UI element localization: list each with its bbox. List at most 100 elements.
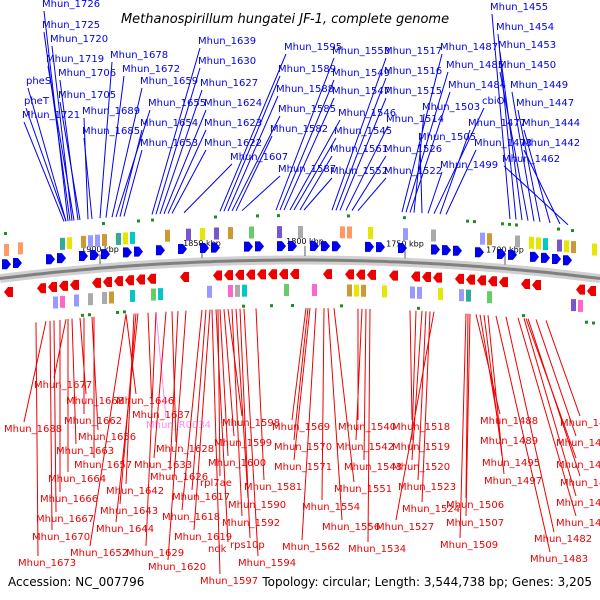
reverse-leader-line xyxy=(79,317,87,395)
reverse-leader-line xyxy=(231,308,243,517)
reverse-feature-block xyxy=(102,292,107,305)
forward-gene-label: Mhun_1672 xyxy=(122,64,180,75)
forward-feature-block xyxy=(431,229,436,242)
forward-feature-block xyxy=(81,235,86,248)
forward-marker xyxy=(501,222,504,226)
forward-leader-line xyxy=(275,57,335,211)
forward-leader-line xyxy=(491,13,511,220)
forward-gene-label: Mhun_1653 xyxy=(140,138,198,149)
reverse-gene-arrow xyxy=(279,269,288,280)
reverse-gene-arrow xyxy=(411,271,420,282)
reverse-gene-label: Mhun_1520 xyxy=(392,462,450,473)
forward-gene-arrow xyxy=(90,250,99,261)
forward-leader-line xyxy=(357,177,387,212)
reverse-gene-label: Mhun_1488 xyxy=(480,416,538,427)
reverse-gene-label: Mhun_1590 xyxy=(228,500,286,511)
reverse-gene-arrow xyxy=(433,272,442,283)
reverse-gene-label: Mhun_1657 xyxy=(74,460,132,471)
reverse-gene-label: Mhun_1542 xyxy=(336,442,394,453)
forward-gene-arrow xyxy=(79,251,88,262)
forward-leader-line xyxy=(227,95,279,212)
forward-feature-block xyxy=(557,239,562,252)
reverse-feature-block xyxy=(312,284,317,297)
reverse-gene-arrow xyxy=(576,284,585,295)
reverse-leader-line xyxy=(495,315,551,553)
reverse-feature-block xyxy=(74,294,79,307)
forward-gene-label: Mhun_1444 xyxy=(522,118,580,129)
forward-leader-line xyxy=(159,89,203,215)
reverse-leader-line xyxy=(145,312,157,547)
reverse-leader-line xyxy=(115,313,139,523)
forward-feature-block xyxy=(340,226,345,239)
forward-gene-label: pheT xyxy=(24,96,50,107)
reverse-feature-block xyxy=(284,284,289,297)
reverse-feature-block xyxy=(207,285,212,298)
reverse-gene-label: Mhun_1662 xyxy=(64,416,122,427)
reverse-gene-label: Mhun_1666 xyxy=(40,494,98,505)
forward-gene-label: Mhun_1453 xyxy=(498,40,556,51)
forward-gene-arrow xyxy=(244,241,253,252)
forward-gene-label: Mhun_1659 xyxy=(140,76,198,87)
reverse-leader-line xyxy=(49,320,53,531)
reverse-gene-label: Mhun_1598 xyxy=(222,418,280,429)
forward-leader-line xyxy=(405,71,449,213)
forward-feature-block xyxy=(277,226,282,239)
reverse-feature-block xyxy=(466,289,471,302)
scale-tick-label: 1750 kbp xyxy=(386,239,424,248)
reverse-feature-block xyxy=(235,284,240,297)
reverse-gene-label: Mhun_1476 xyxy=(556,518,600,529)
reverse-gene-label: Mhun_1663 xyxy=(56,446,114,457)
forward-feature-block xyxy=(116,232,121,245)
forward-leader-line xyxy=(47,65,75,221)
forward-leader-line xyxy=(499,71,529,221)
forward-leader-line xyxy=(59,101,81,221)
forward-gene-arrow xyxy=(2,259,11,270)
forward-gene-label: Mhun_1484 xyxy=(448,80,506,91)
reverse-gene-label: Mhun_1569 xyxy=(272,422,330,433)
reverse-gene-label: Mhun_1617 xyxy=(172,492,230,503)
reverse-gene-label: Mhun_1523 xyxy=(398,482,456,493)
forward-leader-line xyxy=(171,149,207,214)
reverse-feature-block xyxy=(417,286,422,299)
reverse-leader-line xyxy=(545,320,581,417)
reverse-gene-arrow xyxy=(587,285,596,296)
forward-leader-line xyxy=(331,57,387,211)
forward-feature-block xyxy=(368,226,373,239)
forward-gene-label: Mhun_1685 xyxy=(82,126,140,137)
forward-gene-arrow xyxy=(200,243,209,254)
reverse-gene-arrow xyxy=(477,275,486,286)
reverse-gene-label: Mhun_1543 xyxy=(344,462,402,473)
reverse-marker xyxy=(270,304,273,308)
forward-leader-line xyxy=(123,149,143,217)
forward-leader-line xyxy=(59,79,79,221)
reverse-gene-label: Mhun_1506 xyxy=(446,500,504,511)
genome-summary: Topology: circular; Length: 3,544,738 bp… xyxy=(261,575,592,589)
forward-marker xyxy=(403,216,406,220)
reverse-gene-arrow xyxy=(488,276,497,287)
reverse-gene-label: Mhun_1629 xyxy=(126,548,184,559)
reverse-gene-label: Mhun_1570 xyxy=(274,442,332,453)
forward-leader-line xyxy=(289,119,341,211)
reverse-gene-label: Mhun_R0034 xyxy=(146,420,211,431)
reverse-gene-label: Mhun_1495 xyxy=(482,458,540,469)
reverse-gene-label: Mhun_1534 xyxy=(348,544,406,555)
forward-gene-label: Mhun_1719 xyxy=(46,54,104,65)
reverse-gene-label: Mhun_1628 xyxy=(156,444,214,455)
reverse-gene-arrow xyxy=(290,269,299,280)
forward-gene-label: Mhun_1585 xyxy=(278,104,336,115)
accession-label: Accession: NC_007796 xyxy=(8,575,144,589)
reverse-leader-line xyxy=(321,308,325,501)
reverse-leader-line xyxy=(23,321,47,423)
reverse-gene-arrow xyxy=(70,279,79,290)
reverse-leader-line xyxy=(71,318,77,445)
reverse-leader-line xyxy=(193,309,211,531)
forward-gene-label: Mhun_1689 xyxy=(82,106,140,117)
reverse-leader-line xyxy=(293,307,309,441)
reverse-gene-arrow xyxy=(532,280,541,291)
reverse-gene-label: Mhun_1483 xyxy=(530,554,588,565)
forward-feature-block xyxy=(571,241,576,254)
forward-leader-line xyxy=(335,77,387,211)
forward-leader-line xyxy=(351,155,387,211)
reverse-leader-line xyxy=(333,308,355,483)
reverse-gene-arrow xyxy=(466,274,475,285)
